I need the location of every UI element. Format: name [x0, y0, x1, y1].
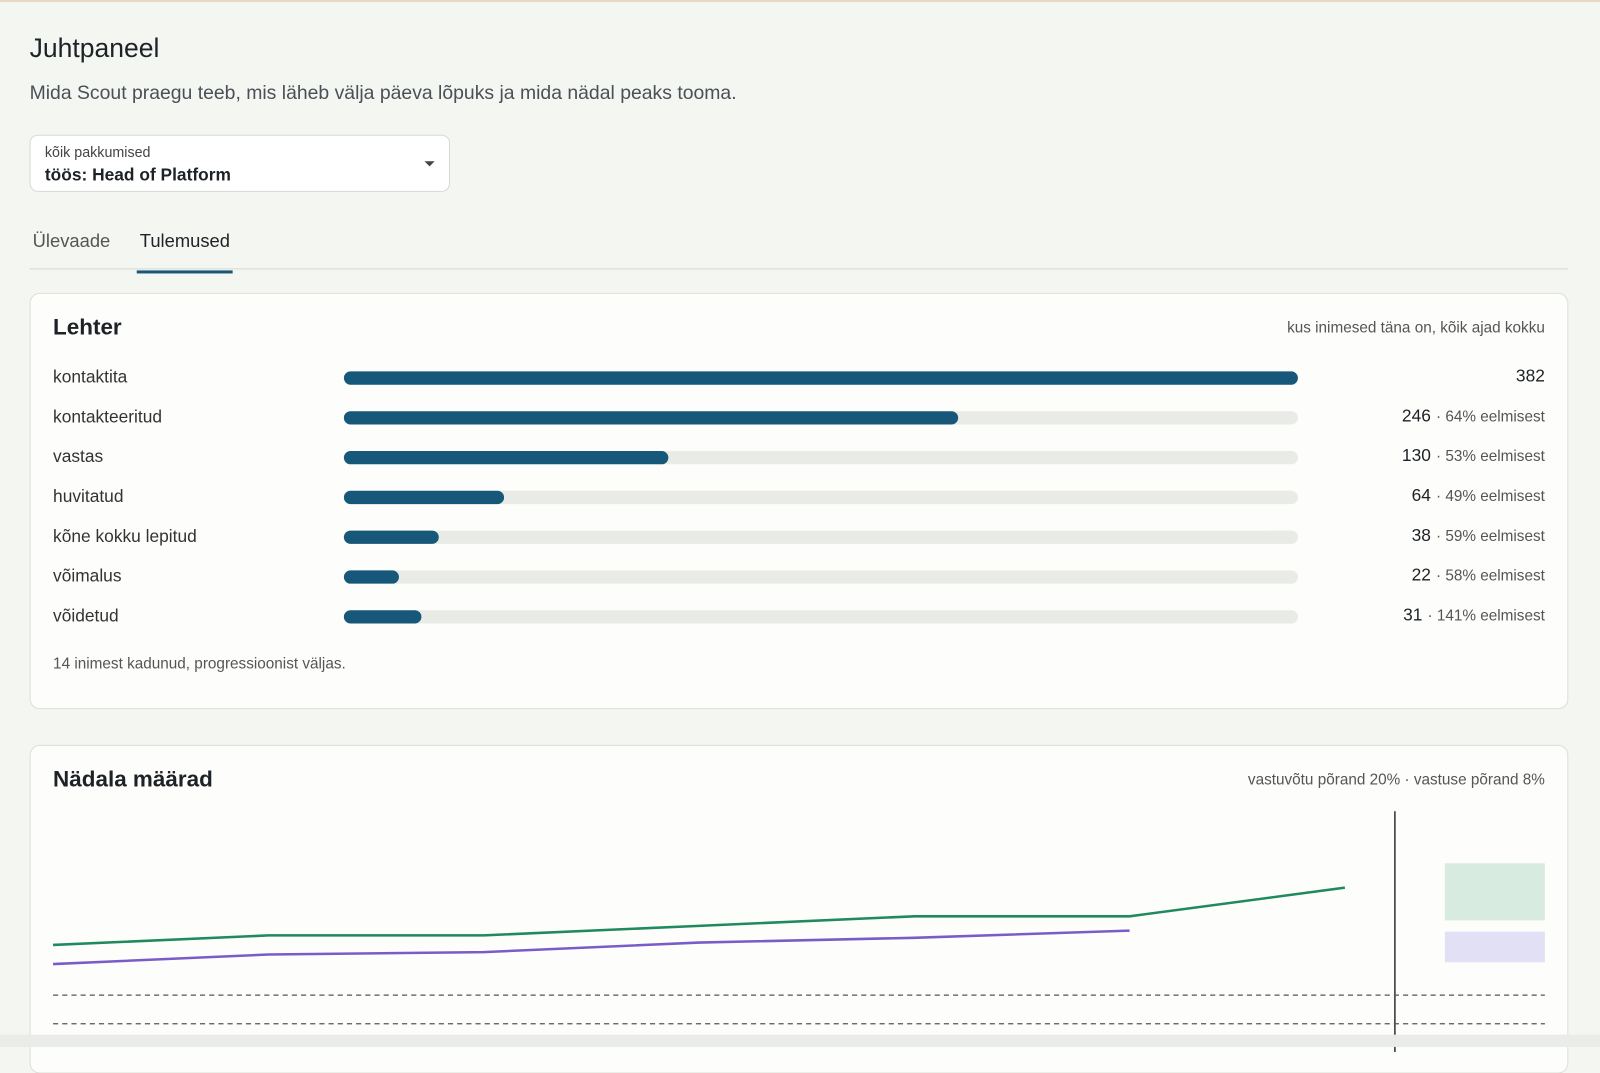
stage-value: 38 — [1411, 525, 1431, 545]
weekly-card: Nädala määrad vastuvõtu põrand 20% · vas… — [29, 744, 1569, 1073]
funnel-card: Lehter kus inimesed täna on, kõik ajad k… — [29, 292, 1569, 710]
stage-value: 382 — [1515, 366, 1545, 386]
stage-value: 64 — [1411, 485, 1431, 506]
stage-share: · 59% eelmisest — [1435, 527, 1545, 545]
funnel-footer: 14 inimest kadunud, progressioonist välj… — [53, 655, 346, 673]
funnel-row: kontaktita 382 — [53, 365, 1545, 389]
funnel-row: huvitatud 64 · 49% eelmisest — [53, 485, 1545, 509]
bar — [343, 451, 669, 465]
select-value: töös: Head of Platform — [44, 165, 231, 185]
stage-value: 22 — [1411, 565, 1431, 585]
page-title: Juhtpaneel — [29, 32, 160, 64]
stage-label: kontaktita — [53, 367, 128, 387]
bar-track — [343, 490, 1298, 505]
page-subtitle: Mida Scout praegu teeb, mis läheb välja … — [29, 82, 737, 105]
card-note: kus inimesed täna on, kõik ajad kokku — [1287, 319, 1545, 337]
bar — [343, 530, 439, 544]
bottom-bar — [0, 1034, 1600, 1047]
stage-value: 130 — [1401, 445, 1431, 466]
bar — [343, 411, 959, 425]
legend-swatch — [1444, 931, 1545, 963]
tabs: Ülevaade Tulemused — [29, 220, 1569, 274]
stage-label: võidetud — [53, 606, 119, 626]
bar-track — [343, 371, 1298, 385]
bar-track — [343, 570, 1298, 584]
card-title: Nädala määrad — [53, 766, 213, 792]
bar — [343, 371, 1298, 385]
legend-swatch — [1444, 863, 1545, 921]
stage-value-wrap: 38 · 59% eelmisest — [1412, 526, 1545, 546]
bar — [343, 490, 504, 505]
stage-share: · 141% eelmisest — [1427, 607, 1545, 625]
stage-share: · 49% eelmisest — [1435, 487, 1545, 506]
stage-label: kõne kokku lepitud — [53, 526, 197, 546]
bar-track — [343, 610, 1298, 624]
stage-value: 246 — [1401, 406, 1431, 426]
card-note: vastuvõtu põrand 20% · vastuse põrand 8% — [1247, 771, 1545, 789]
funnel-row: kontakteeritud 246 · 64% eelmisest — [53, 405, 1545, 429]
stage-label: kontakteeritud — [53, 407, 163, 427]
bar-track — [343, 451, 1298, 465]
funnel-row: võimalus 22 · 58% eelmisest — [53, 564, 1545, 588]
stage-label: vastas — [53, 446, 104, 467]
stage-value-wrap: 130 · 53% eelmisest — [1402, 446, 1545, 466]
card-title: Lehter — [53, 314, 122, 340]
tab[interactable]: Ülevaade — [32, 230, 111, 252]
stage-share: · 53% eelmisest — [1435, 447, 1545, 466]
offer-select[interactable]: kõik pakkumised töös: Head of Platform — [29, 134, 450, 192]
stage-value-wrap: 382 — [1516, 366, 1545, 386]
bar-track — [343, 411, 1298, 425]
funnel-row: kõne kokku lepitud 38 · 59% eelmisest — [53, 524, 1545, 548]
stage-share: · 64% eelmisest — [1435, 408, 1545, 426]
stage-value-wrap: 246 · 64% eelmisest — [1402, 406, 1545, 426]
bar — [343, 610, 422, 624]
select-label: kõik pakkumised — [44, 143, 151, 161]
bar-track — [343, 530, 1298, 544]
stage-label: võimalus — [53, 566, 122, 586]
bar — [343, 570, 399, 584]
stage-value: 31 — [1403, 605, 1423, 625]
select-arrow — [424, 161, 435, 167]
rate-line — [53, 886, 1346, 947]
stage-share: · 58% eelmisest — [1435, 567, 1545, 585]
rates-chart — [53, 811, 1545, 1053]
tab-active[interactable]: Tulemused — [136, 231, 234, 274]
funnel-row: võidetud 31 · 141% eelmisest — [53, 604, 1545, 628]
stage-value-wrap: 31 · 141% eelmisest — [1403, 605, 1545, 625]
stage-value-wrap: 64 · 49% eelmisest — [1412, 486, 1545, 506]
stage-label: huvitatud — [53, 486, 124, 507]
funnel-row: vastas 130 · 53% eelmisest — [53, 445, 1545, 469]
stage-value-wrap: 22 · 58% eelmisest — [1412, 565, 1545, 585]
rate-line — [53, 929, 1130, 966]
